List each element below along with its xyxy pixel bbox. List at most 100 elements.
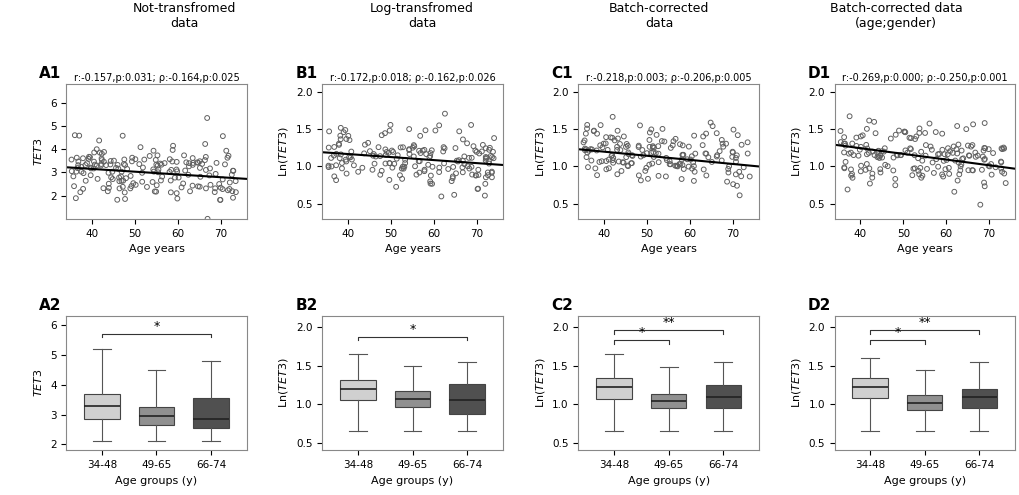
Point bbox=[464, 171, 480, 179]
Point bbox=[594, 144, 610, 151]
Point bbox=[148, 188, 164, 196]
Point bbox=[731, 168, 747, 176]
Point bbox=[164, 146, 180, 154]
Point bbox=[333, 164, 350, 172]
Point bbox=[599, 146, 615, 154]
Point bbox=[197, 140, 213, 148]
Point bbox=[162, 189, 178, 197]
Point bbox=[934, 157, 951, 165]
Point bbox=[86, 148, 102, 156]
Point bbox=[410, 157, 426, 165]
Point bbox=[70, 157, 87, 165]
Point bbox=[836, 133, 852, 141]
Point bbox=[86, 158, 102, 166]
Point bbox=[109, 161, 125, 169]
Point bbox=[851, 146, 867, 153]
Point bbox=[373, 167, 389, 175]
Point bbox=[133, 169, 150, 177]
Point bbox=[967, 153, 983, 161]
Point bbox=[124, 154, 141, 162]
Point bbox=[400, 150, 417, 158]
Text: C1: C1 bbox=[551, 66, 573, 82]
Point bbox=[146, 147, 162, 154]
Point bbox=[454, 136, 471, 144]
Point bbox=[658, 156, 675, 164]
Point bbox=[473, 148, 489, 155]
Point bbox=[612, 167, 629, 175]
Point bbox=[971, 200, 987, 208]
Point bbox=[871, 152, 888, 160]
Point bbox=[579, 163, 595, 171]
Point bbox=[858, 145, 874, 152]
Point bbox=[857, 166, 873, 174]
Point bbox=[902, 134, 918, 142]
Point bbox=[711, 147, 728, 155]
Point bbox=[666, 135, 683, 143]
Point bbox=[674, 142, 690, 149]
Point bbox=[123, 157, 140, 165]
Point bbox=[968, 151, 984, 159]
Point bbox=[420, 161, 436, 169]
Point bbox=[468, 171, 484, 179]
Point bbox=[953, 155, 969, 163]
Point bbox=[101, 180, 117, 188]
Point bbox=[702, 119, 718, 127]
Point bbox=[906, 164, 922, 172]
Point bbox=[367, 152, 383, 160]
Point bbox=[842, 148, 858, 156]
Point bbox=[850, 152, 866, 160]
Point bbox=[436, 145, 452, 152]
Point bbox=[95, 184, 111, 192]
Point bbox=[153, 177, 169, 185]
Point bbox=[422, 152, 438, 160]
Point bbox=[929, 163, 946, 171]
Point bbox=[980, 162, 997, 170]
Point bbox=[685, 162, 701, 170]
Point bbox=[604, 113, 621, 121]
Point bbox=[180, 159, 197, 167]
Point bbox=[576, 145, 592, 152]
Point bbox=[416, 167, 432, 175]
Point bbox=[708, 152, 725, 160]
Point bbox=[620, 150, 636, 158]
Point bbox=[435, 148, 451, 155]
Point bbox=[214, 132, 230, 140]
X-axis label: Age years: Age years bbox=[384, 244, 440, 254]
Point bbox=[73, 163, 90, 171]
Point bbox=[887, 181, 903, 189]
Point bbox=[947, 156, 963, 164]
Point bbox=[611, 140, 628, 148]
Point bbox=[925, 169, 942, 177]
Point bbox=[653, 137, 669, 145]
Point bbox=[975, 179, 991, 187]
Point bbox=[127, 181, 144, 189]
Point bbox=[645, 148, 661, 156]
Point bbox=[963, 141, 979, 149]
Point bbox=[477, 145, 493, 152]
Point bbox=[929, 150, 946, 158]
Point bbox=[953, 160, 969, 168]
Point bbox=[848, 142, 864, 150]
Point bbox=[597, 165, 613, 173]
Point bbox=[927, 155, 944, 163]
X-axis label: Age years: Age years bbox=[896, 244, 952, 254]
Point bbox=[963, 166, 979, 174]
Point bbox=[400, 145, 417, 153]
Point bbox=[944, 149, 960, 157]
Point bbox=[362, 147, 378, 155]
Point bbox=[615, 133, 632, 141]
Point bbox=[902, 145, 918, 153]
Point bbox=[865, 118, 881, 126]
Point bbox=[729, 182, 745, 190]
Point bbox=[444, 163, 461, 171]
Point bbox=[86, 164, 102, 172]
Text: Batch-corrected
data: Batch-corrected data bbox=[608, 2, 708, 31]
Point bbox=[618, 143, 634, 151]
Point bbox=[422, 180, 438, 188]
Point bbox=[192, 157, 208, 165]
Point bbox=[674, 161, 690, 169]
Point bbox=[933, 146, 950, 154]
Point bbox=[328, 176, 344, 184]
Point bbox=[70, 161, 87, 169]
Point bbox=[916, 151, 932, 159]
